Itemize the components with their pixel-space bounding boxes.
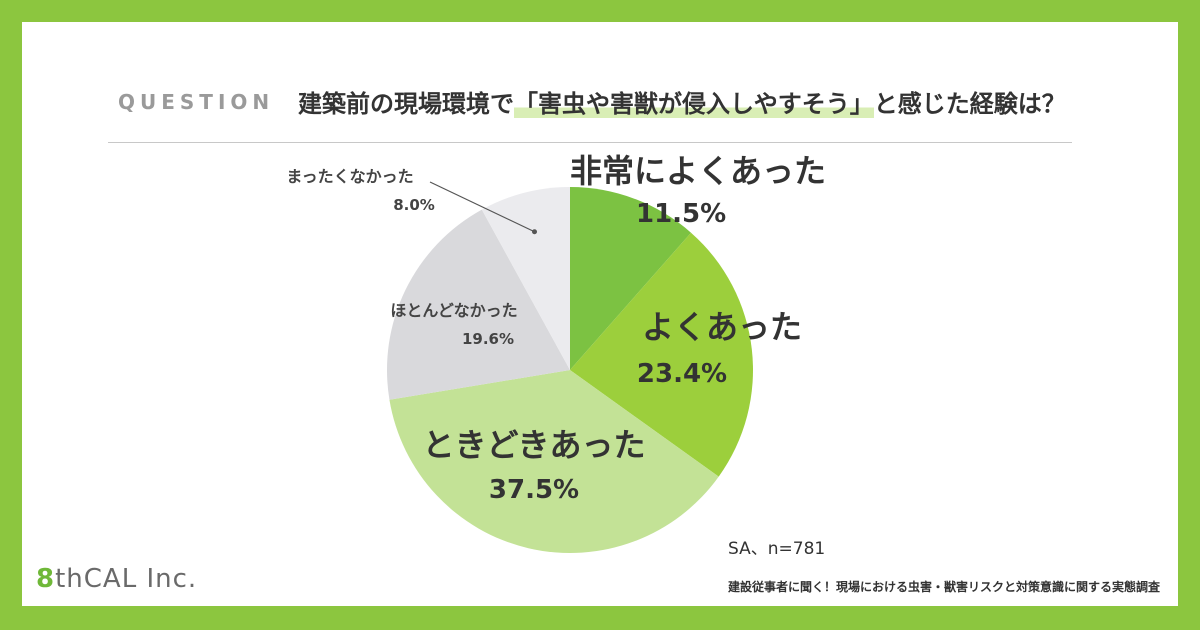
pie-slice-3 — [389, 370, 719, 553]
question-title: 建築前の現場環境で「害虫や害獣が侵入しやすそう」と感じた経験は？ — [298, 84, 1066, 119]
divider — [108, 142, 1072, 143]
logo-suffix: Inc. — [146, 564, 198, 594]
sample-note: SA、n=781 — [728, 539, 826, 559]
pie-chart: 非常によくあった 11.5% よくあった 23.4% ときどきあった 37.5% ほとんどな… — [286, 152, 826, 553]
slice-value-2: 23.4% — [637, 359, 727, 389]
slice-value-1: 11.5% — [636, 199, 726, 229]
logo-mark: 8 — [36, 564, 56, 594]
question-label: QUESTION — [118, 90, 275, 114]
slice-label-4: ほとんどなかった — [390, 301, 517, 320]
slice-label-3: ときどきあった — [422, 426, 645, 464]
pie-slice-2 — [570, 232, 753, 477]
survey-title: 建設従事者に聞く！現場における虫害・獣害リスクと対策意識に関する実態調査 — [727, 580, 1160, 594]
slice-label-2: よくあった — [642, 308, 802, 346]
question-title-before: 建築前の現場環境で — [298, 90, 514, 118]
slice-label-5: まったくなかった — [286, 167, 413, 186]
slice-value-3: 37.5% — [489, 475, 579, 505]
pie-slice-1 — [570, 187, 692, 370]
card: QUESTION 建築前の現場環境で「害虫や害獣が侵入しやすそう」と感じた経験は… — [22, 22, 1178, 606]
slice-value-4: 19.6% — [462, 330, 514, 348]
question-title-highlight: 「害虫や害獣が侵入しやすそう」 — [514, 90, 874, 118]
slice-label-1: 非常によくあった — [570, 152, 826, 190]
company-logo: 8thCAL Inc. — [36, 564, 197, 594]
leader-dot — [532, 229, 538, 235]
pie-slice-4 — [387, 209, 570, 400]
leader-line — [429, 181, 535, 233]
slice-value-5: 8.0% — [393, 196, 435, 214]
pie-slice-5 — [481, 187, 570, 370]
logo-text: thCAL — [55, 564, 138, 594]
question-title-after: と感じた経験は？ — [873, 90, 1066, 118]
